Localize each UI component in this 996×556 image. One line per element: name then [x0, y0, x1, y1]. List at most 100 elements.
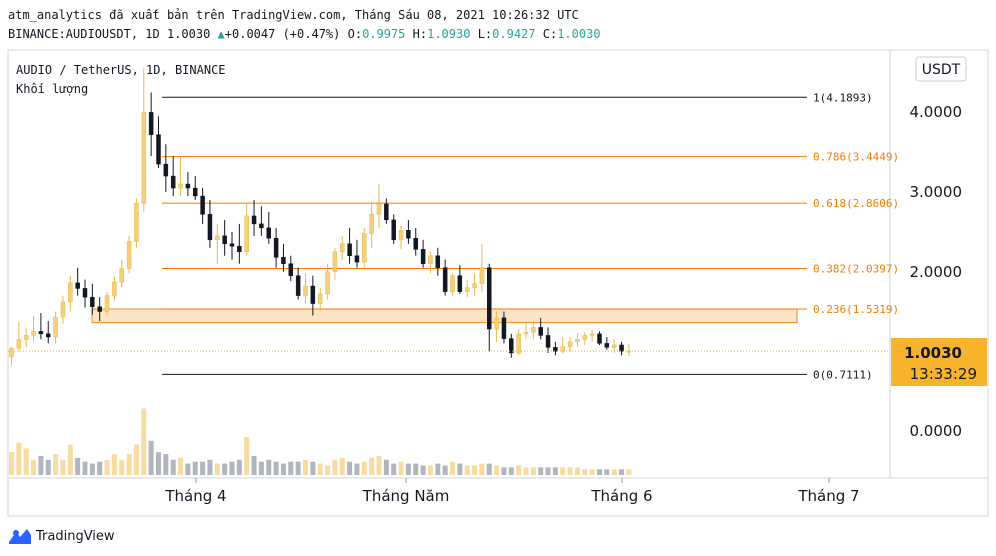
- time-axis[interactable]: [7, 477, 989, 517]
- candle: [354, 239, 360, 268]
- candle: [82, 279, 88, 308]
- volume-bar: [383, 459, 389, 475]
- low-label: L:: [477, 27, 493, 41]
- candle: [170, 156, 176, 197]
- candle-body: [148, 112, 154, 135]
- volume-bar: [97, 461, 103, 475]
- candle: [222, 219, 227, 256]
- candle: [273, 227, 279, 268]
- price-change: +0.0047 (+0.47%): [224, 27, 341, 41]
- volume-bar: [538, 467, 544, 475]
- candle: [141, 68, 147, 212]
- volume-bar: [391, 463, 397, 475]
- candle: [494, 311, 499, 342]
- candle-body: [464, 287, 470, 292]
- candle-body: [281, 257, 286, 264]
- candle: [391, 214, 396, 244]
- candle: [46, 321, 51, 344]
- publish-line: atm_analytics đã xuất bản trên TradingVi…: [8, 8, 579, 22]
- candle: [75, 267, 80, 296]
- volume-bar: [170, 459, 176, 475]
- candle: [442, 259, 448, 296]
- candle: [575, 333, 580, 347]
- candle-body: [303, 285, 308, 296]
- volume-bar: [494, 465, 500, 475]
- candle-body: [450, 275, 455, 292]
- candle: [325, 263, 330, 300]
- fib-zone: [91, 308, 798, 324]
- candle-body: [60, 301, 66, 318]
- volume-bar: [332, 459, 338, 475]
- candle-body: [369, 214, 374, 234]
- candle-body: [553, 347, 558, 352]
- publish-info: atm_analytics đã xuất bản trên TradingVi…: [8, 8, 579, 22]
- x-tick-july: Tháng 7: [797, 487, 859, 505]
- candle: [435, 247, 441, 276]
- volume-bar: [450, 461, 455, 475]
- candle-body: [494, 317, 499, 330]
- high-label: H:: [412, 27, 428, 41]
- candle-body: [31, 331, 36, 336]
- candle-body: [310, 285, 316, 304]
- candle-body: [178, 183, 183, 189]
- candle: [501, 311, 507, 344]
- candle: [163, 144, 169, 193]
- candle-body: [53, 316, 58, 338]
- x-tick-may: Tháng Năm: [362, 487, 450, 505]
- candle-body: [582, 335, 588, 340]
- fib-label-4: 0.236(1.5319): [813, 303, 899, 316]
- volume-bar: [89, 463, 95, 475]
- candle: [119, 259, 124, 288]
- candle: [53, 311, 58, 344]
- candle: [560, 337, 565, 354]
- candle-body: [68, 282, 73, 303]
- currency-button[interactable]: USDT: [915, 56, 967, 82]
- volume-bar: [244, 437, 250, 475]
- candle-body: [472, 283, 477, 288]
- fib-label-5: 0(0.7111): [813, 368, 873, 381]
- last-price: 1.0030: [166, 27, 211, 41]
- plot-area[interactable]: [7, 49, 891, 479]
- candle-body: [442, 267, 448, 292]
- candle: [582, 332, 588, 345]
- y-tick-0: 0.0000: [910, 422, 963, 440]
- candle: [428, 251, 433, 274]
- volume-bar: [67, 444, 73, 475]
- candle-body: [597, 333, 602, 344]
- volume-bar: [347, 461, 353, 475]
- candle-body: [119, 268, 124, 283]
- candle-body: [215, 235, 220, 241]
- candle-body: [428, 255, 433, 264]
- volume-bar: [361, 461, 367, 475]
- candle: [237, 223, 242, 264]
- volume-bar: [545, 467, 551, 475]
- tradingview-logo[interactable]: TradingView: [8, 527, 115, 545]
- candle-body: [156, 134, 161, 165]
- up-triangle-icon: ▲: [217, 27, 225, 41]
- candle-body: [391, 219, 396, 241]
- candle-body: [251, 215, 257, 225]
- fib-label-2: 0.618(2.8606): [813, 197, 899, 210]
- candle: [266, 211, 271, 244]
- candle: [148, 92, 154, 157]
- candle: [545, 327, 551, 353]
- fib-label-1: 0.786(3.4449): [813, 151, 899, 164]
- high-value: 1.0930: [427, 27, 471, 41]
- symbol-label: BINANCE:AUDIOUSDT, 1D: [8, 27, 160, 41]
- candle-body: [9, 347, 14, 358]
- volume-bar: [582, 469, 588, 475]
- candle-body: [200, 195, 205, 215]
- candle: [553, 341, 558, 356]
- close-value: 1.0030: [557, 27, 601, 41]
- candle: [523, 323, 529, 340]
- candle: [398, 225, 404, 250]
- volume-bar: [60, 459, 66, 475]
- candle-body: [229, 243, 235, 247]
- candle-body: [126, 241, 132, 269]
- y-tick-2: 2.0000: [910, 263, 963, 281]
- volume-bar: [604, 469, 610, 475]
- candle-body: [237, 245, 242, 253]
- volume-bar: [288, 461, 294, 475]
- candle-body: [531, 327, 536, 333]
